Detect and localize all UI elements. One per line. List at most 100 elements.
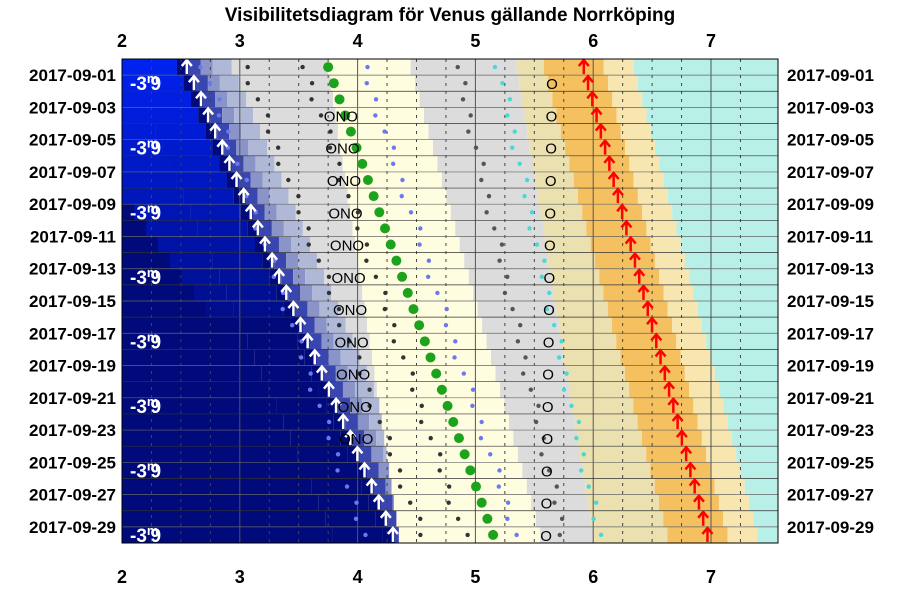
set-arrow: [671, 413, 684, 429]
sky-band: [548, 252, 595, 270]
x-tick-label-bottom: 3: [235, 567, 245, 587]
sky-band: [267, 139, 341, 157]
marker-dot: [569, 403, 574, 409]
set-arrow: [628, 251, 641, 268]
rise-arrow-head: [202, 106, 215, 116]
sky-band: [122, 333, 248, 350]
date-label-right: 2017-09-13: [787, 260, 874, 279]
marker-dot: [496, 484, 501, 489]
marker-dot: [298, 355, 304, 360]
sky-band: [219, 75, 239, 92]
marker-dot: [296, 193, 301, 199]
x-tick-label-bottom: 7: [706, 567, 716, 587]
date-label-left: 2017-09-13: [29, 260, 116, 279]
sky-band: [122, 284, 227, 302]
set-arrow: [697, 509, 710, 526]
rise-arrow: [344, 429, 357, 446]
rise-arrow: [372, 493, 385, 510]
venus-dot: [419, 336, 430, 347]
sky-band: [352, 430, 365, 447]
marker-dot: [387, 435, 393, 441]
direction-label-right: O: [544, 205, 556, 222]
marker-dot: [544, 306, 549, 312]
sky-band: [379, 397, 505, 415]
marker-dot: [392, 323, 397, 328]
sky-band: [590, 510, 664, 528]
rise-arrow-head: [372, 493, 385, 503]
sky-band: [616, 107, 647, 125]
twilight-band: [122, 171, 227, 189]
set-arrow-head: [658, 364, 671, 374]
twilight-band: [158, 236, 255, 254]
marker-dot: [382, 129, 387, 134]
set-arrow-head: [675, 429, 688, 438]
rise-arrow: [251, 219, 264, 236]
sky-band: [312, 284, 332, 302]
set-arrow: [650, 332, 663, 349]
sky-band: [325, 510, 376, 528]
sky-band: [477, 301, 557, 318]
plot-area: O ONO O ONO O ONO O ONO O ONO O ONO O ONO O ONO O ONO O ONO…: [29, 31, 874, 587]
sky-band: [672, 317, 703, 334]
marker-dot: [276, 161, 281, 167]
rise-arrow: [337, 413, 350, 429]
magnitude-label: -3m9: [130, 523, 161, 547]
rise-arrow: [386, 525, 399, 542]
sky-band: [701, 430, 732, 447]
rise-arrow-head: [259, 235, 271, 245]
magnitude-text: -3m9: [130, 136, 161, 160]
magnitude-label: -3m9: [130, 394, 161, 418]
marker-dot: [198, 64, 203, 70]
marker-dot: [564, 371, 569, 376]
magnitude-label: -3m9: [130, 200, 161, 224]
direction-label-left: ONO: [325, 141, 359, 158]
set-arrow-head: [701, 525, 714, 535]
marker-dot: [579, 468, 584, 473]
x-tick-label-top: 7: [706, 31, 716, 51]
direction-label-right: O: [541, 496, 553, 513]
sky-band: [731, 430, 778, 447]
rise-arrow: [379, 509, 392, 526]
set-arrow-head: [594, 122, 607, 132]
sky-band: [540, 204, 583, 221]
sky-band: [718, 494, 749, 512]
venus-dot: [465, 465, 476, 476]
set-arrow: [611, 187, 624, 204]
marker-dot: [306, 226, 311, 231]
magnitude-text: -3m9: [130, 329, 161, 353]
sky-band: [532, 155, 570, 173]
sky-band: [753, 510, 778, 528]
sky-band: [527, 123, 561, 141]
marker-dot: [408, 500, 413, 505]
x-tick-label-bottom: 4: [353, 567, 363, 587]
venus-dot: [459, 449, 470, 460]
sky-band: [629, 381, 690, 399]
marker-dot: [355, 210, 361, 215]
sky-band: [321, 333, 334, 350]
magnitude-label: -3m9: [130, 71, 161, 95]
sky-band: [250, 171, 263, 189]
set-arrow: [684, 461, 697, 478]
rise-arrow-head: [294, 316, 307, 326]
sky-band: [245, 188, 258, 205]
direction-label-left: ONO: [336, 367, 370, 384]
sky-band: [612, 91, 643, 108]
sky-band: [316, 349, 329, 367]
set-arrow-head: [603, 154, 616, 164]
set-arrow-head: [680, 445, 693, 455]
direction-label-right: O: [545, 173, 557, 190]
sky-band: [243, 155, 256, 173]
sky-band: [283, 413, 334, 431]
sky-band: [495, 365, 567, 383]
marker-dot: [502, 290, 508, 296]
sky-band: [560, 123, 621, 141]
marker-dot: [217, 97, 222, 102]
direction-label-right: O: [543, 302, 555, 319]
twilight-band: [122, 155, 220, 173]
sky-band: [371, 446, 384, 463]
marker-dot: [418, 226, 423, 231]
marker-dot: [534, 242, 540, 247]
sky-band: [693, 397, 724, 415]
sky-band: [517, 446, 580, 463]
sky-band: [386, 446, 518, 463]
